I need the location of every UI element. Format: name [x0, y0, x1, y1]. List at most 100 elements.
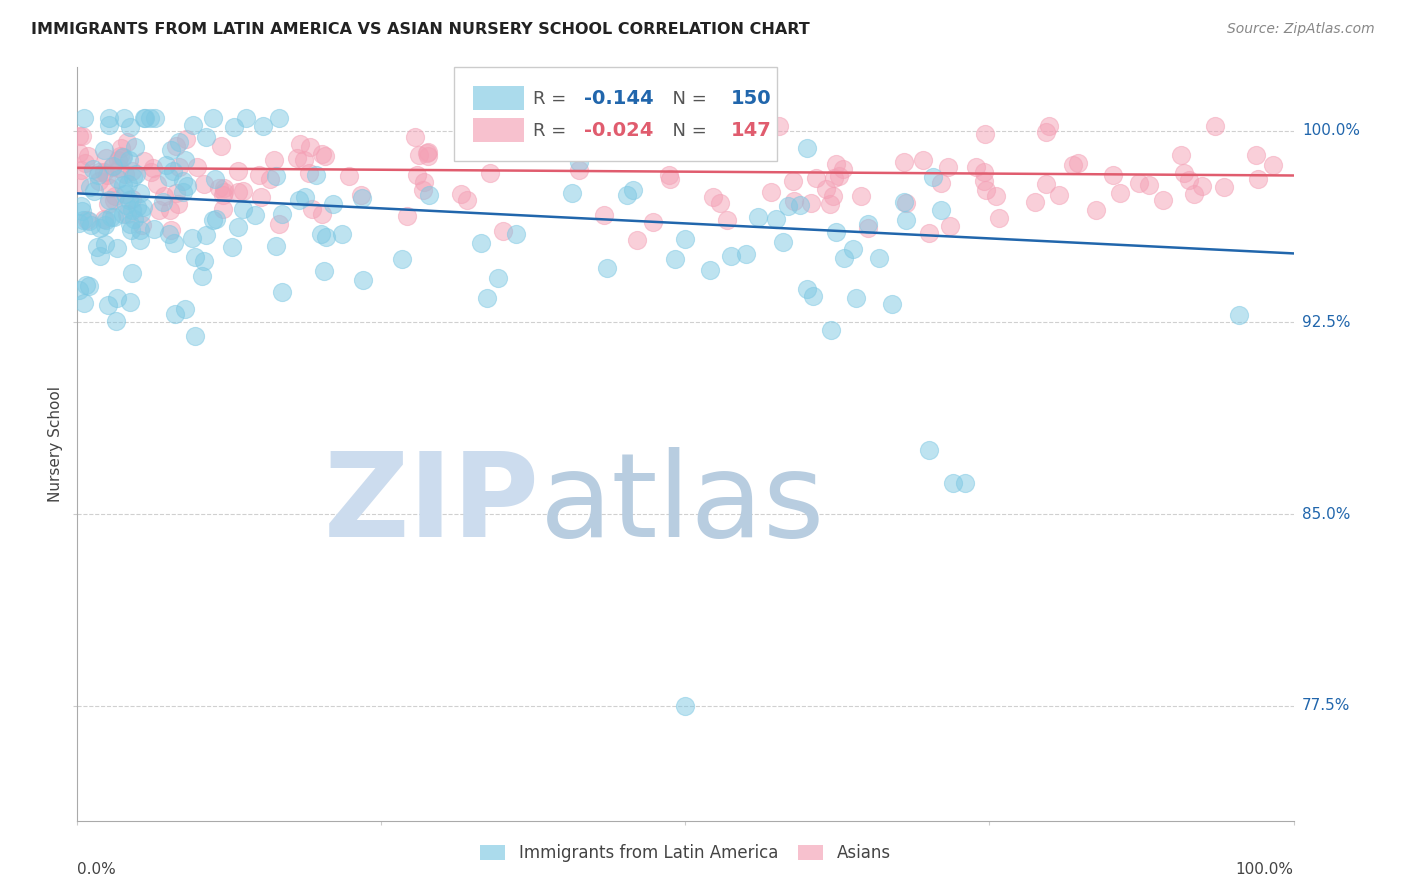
Point: [330, 227, 353, 241]
Point: [702, 190, 724, 204]
Point: [820, 323, 842, 337]
Point: [294, 190, 316, 204]
Point: [111, 150, 134, 164]
Text: 100.0%: 100.0%: [1236, 862, 1294, 877]
Point: [815, 182, 838, 196]
Point: [1261, 158, 1284, 172]
Point: [111, 149, 134, 163]
Point: [193, 253, 215, 268]
Point: [267, 111, 290, 125]
Point: [148, 202, 170, 217]
Point: [70, 204, 93, 219]
Point: [87, 164, 110, 178]
Point: [181, 231, 204, 245]
Point: [121, 164, 143, 178]
Text: ZIP: ZIP: [323, 447, 540, 562]
Point: [893, 195, 915, 210]
Point: [105, 242, 128, 256]
Point: [456, 193, 478, 207]
Point: [315, 229, 337, 244]
Point: [159, 202, 181, 217]
Point: [173, 153, 195, 168]
Point: [94, 236, 117, 251]
Point: [270, 207, 292, 221]
Point: [145, 111, 167, 125]
Point: [129, 186, 152, 201]
Point: [1137, 178, 1160, 192]
Point: [1173, 166, 1195, 180]
Point: [67, 176, 90, 190]
Point: [418, 149, 440, 163]
Point: [191, 269, 214, 284]
Point: [100, 210, 122, 224]
Point: [194, 130, 217, 145]
Point: [112, 111, 135, 125]
Point: [593, 208, 616, 222]
Point: [97, 194, 120, 208]
Point: [841, 242, 863, 256]
Point: [195, 228, 218, 243]
Point: [479, 166, 502, 180]
Point: [183, 250, 205, 264]
Point: [415, 145, 437, 160]
Point: [157, 227, 180, 242]
Point: [285, 151, 308, 165]
Point: [515, 119, 537, 133]
Point: [1244, 148, 1267, 162]
Point: [796, 282, 818, 296]
Point: [768, 119, 790, 133]
Point: [134, 111, 156, 125]
Point: [75, 278, 97, 293]
Point: [264, 169, 287, 183]
Text: 77.5%: 77.5%: [1302, 698, 1350, 714]
Point: [1024, 194, 1046, 209]
Point: [73, 155, 96, 169]
Point: [155, 157, 177, 171]
Point: [142, 222, 165, 236]
Point: [263, 153, 285, 168]
Point: [97, 111, 120, 125]
Point: [929, 203, 952, 218]
Point: [67, 145, 90, 160]
Point: [911, 153, 934, 168]
Point: [114, 167, 136, 181]
Point: [252, 119, 274, 133]
Point: [709, 195, 731, 210]
Point: [72, 129, 94, 144]
Text: 85.0%: 85.0%: [1302, 507, 1350, 522]
Point: [232, 202, 254, 216]
Point: [83, 184, 105, 198]
Point: [965, 160, 987, 174]
Point: [160, 143, 183, 157]
Point: [492, 223, 515, 237]
Point: [122, 211, 145, 226]
Point: [165, 139, 187, 153]
Point: [976, 183, 998, 197]
Point: [160, 223, 183, 237]
Point: [226, 219, 249, 234]
Point: [108, 149, 131, 163]
Text: R =: R =: [533, 89, 572, 108]
Point: [486, 270, 509, 285]
Point: [96, 212, 118, 227]
Point: [568, 154, 591, 169]
Y-axis label: Nursery School: Nursery School: [48, 385, 63, 502]
Point: [129, 233, 152, 247]
Point: [776, 199, 799, 213]
Point: [470, 235, 492, 250]
Point: [118, 295, 141, 310]
Point: [782, 194, 804, 208]
Point: [747, 210, 769, 224]
Point: [475, 291, 498, 305]
Point: [80, 218, 103, 232]
Point: [1178, 173, 1201, 187]
Point: [568, 163, 591, 178]
Point: [832, 251, 855, 265]
Point: [259, 172, 281, 186]
Point: [616, 187, 638, 202]
Point: [1067, 156, 1090, 170]
Point: [311, 146, 333, 161]
Point: [804, 171, 827, 186]
Point: [664, 252, 686, 267]
Point: [132, 200, 155, 214]
